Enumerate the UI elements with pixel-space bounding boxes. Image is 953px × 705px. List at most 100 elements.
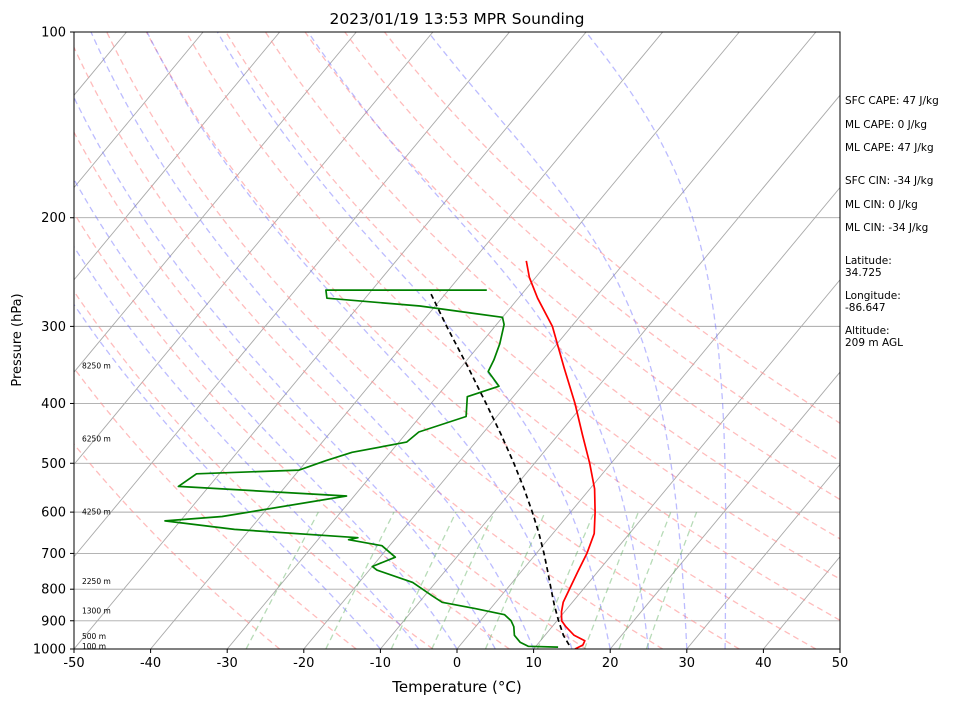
info-line: 209 m AGL [845,337,903,349]
isotherm-line [74,32,357,373]
info-line: ML CIN: 0 J/kg [845,199,918,211]
x-tick-label: 50 [832,656,849,671]
dry-adiabat-line [74,130,587,649]
isotherm-line [609,371,840,649]
height-label: 100 m [82,642,106,651]
x-tick-label: 0 [453,656,461,671]
y-tick-label: 100 [41,26,66,41]
moist-adiabat-line [146,32,573,649]
info-item: ML CIN: 0 J/kg [845,199,918,211]
background-lines [74,32,840,649]
height-label: 1300 m [82,607,111,616]
moist-adiabat-line [216,32,611,649]
isotherm-line [150,32,664,649]
info-line: 34.725 [845,267,882,279]
mixing-ratio-line [390,511,457,649]
x-tick-label: 20 [602,656,619,671]
moist-adiabat-line [585,32,727,649]
y-tick-label: 500 [41,457,66,472]
moist-adiabat-line [307,32,650,649]
dry-adiabat-line [74,367,357,649]
height-label: 2250 m [82,577,111,586]
height-label: 8250 m [82,362,111,371]
y-tick-label: 700 [41,547,66,562]
y-axis-label: Pressure (hPa) [10,293,25,386]
height-label: 4250 m [82,508,111,517]
info-item: ML CAPE: 47 J/kg [845,142,934,154]
y-tick-label: 800 [41,583,66,598]
mixing-ratio-line [325,511,395,649]
info-line: ML CAPE: 47 J/kg [845,142,934,154]
dry-adiabat-line [74,211,510,649]
mixing-ratio-line [645,511,698,649]
x-tick-label: 10 [525,656,542,671]
isotherm-line [686,463,840,649]
info-item: SFC CIN: -34 J/kg [845,175,933,187]
dry-adiabat-line [74,45,664,649]
dry-adiabat-line [383,32,840,424]
y-tick-label: 400 [41,397,66,412]
series-layer [164,260,596,649]
height-label: 6250 m [82,435,111,444]
info-line: Altitude: [845,325,890,337]
axes: -50 -40 -30 -20 -10 0 10 20 30 40 50 100 200 300 400 50… [33,26,848,672]
mixing-ratio-line [583,511,640,649]
info-line: Latitude: [845,255,892,267]
isotherm-line [533,279,840,649]
moist-adiabat-line [74,95,496,649]
info-item: Latitude: 34.725 [845,255,892,279]
info-item: Longitude: -86.647 [845,290,901,314]
x-tick-label: -30 [217,656,238,671]
x-axis-label: Temperature (°C) [391,678,521,696]
height-label: 500 m [82,632,106,641]
dry-adiabat-line [225,32,840,580]
info-line: SFC CAPE: 47 J/kg [845,95,939,107]
moist-adiabat-line [74,178,458,649]
isotherm-line [74,32,510,558]
info-line: Longitude: [845,290,901,302]
isotherm-line [74,32,434,466]
dry-adiabat-line [106,32,740,649]
mixing-ratio-line [536,511,595,649]
y-tick-label: 900 [41,614,66,629]
isotherm-line [380,94,840,649]
dry-adiabat-line [74,443,281,649]
isotherm-line [74,32,281,281]
x-tick-label: -50 [63,656,84,671]
moist-adiabat-line [90,32,535,649]
chart-title: 2023/01/19 13:53 MPR Sounding [329,10,584,28]
info-item: SFC CAPE: 47 J/kg [845,95,939,107]
isotherm-line [74,32,204,189]
x-tick-label: 40 [755,656,772,671]
x-tick-label: 30 [679,656,696,671]
info-item: ML CAPE: 0 J/kg [845,119,927,131]
mixing-ratio-line [484,511,546,649]
dry-adiabat-line [74,290,434,649]
y-tick-label: 1000 [33,643,66,658]
dry-adiabat-line [185,32,840,622]
y-tick-label: 200 [41,211,66,226]
dewpoint-line [164,289,559,648]
x-tick-label: -20 [293,656,314,671]
isotherm-line [226,32,740,649]
info-line: ML CIN: -34 J/kg [845,222,929,234]
x-tick-label: -10 [370,656,391,671]
info-line: SFC CIN: -34 J/kg [845,175,934,187]
y-tick-label: 300 [41,320,66,335]
isotherm-line [303,32,817,649]
moist-adiabat-line [74,245,420,649]
info-line: -86.647 [845,302,886,314]
x-tick-label: -40 [140,656,161,671]
info-item: ML CIN: -34 J/kg [845,222,928,234]
mixing-ratio-line [431,511,495,649]
temperature-line [525,260,596,649]
parcel-path-line [429,292,570,646]
info-line: ML CAPE: 0 J/kg [845,119,928,131]
dry-adiabat-line [145,32,817,649]
moist-adiabat-line [427,32,688,649]
dry-adiabat-line [264,32,840,540]
mixing-ratio-line [618,511,672,649]
mixing-ratio-line [245,511,319,649]
